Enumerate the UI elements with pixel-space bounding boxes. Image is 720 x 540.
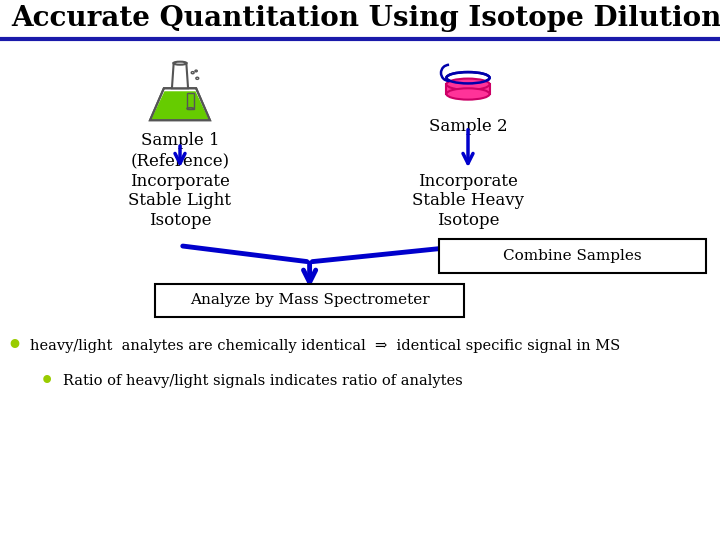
- FancyBboxPatch shape: [439, 239, 706, 273]
- Polygon shape: [187, 93, 194, 109]
- Text: Sample 2: Sample 2: [428, 118, 508, 134]
- Polygon shape: [150, 88, 210, 120]
- Text: •: •: [40, 370, 54, 391]
- Text: Ratio of heavy/light signals indicates ratio of analytes: Ratio of heavy/light signals indicates r…: [63, 374, 463, 388]
- Text: heavy/light  analytes are chemically identical  ⇒  identical specific signal in : heavy/light analytes are chemically iden…: [30, 339, 621, 353]
- Polygon shape: [151, 91, 209, 119]
- Ellipse shape: [174, 62, 186, 65]
- Ellipse shape: [446, 88, 490, 100]
- Ellipse shape: [446, 78, 490, 90]
- Text: Analyze by Mass Spectrometer: Analyze by Mass Spectrometer: [190, 293, 429, 307]
- Ellipse shape: [446, 72, 490, 84]
- Text: Accurate Quantitation Using Isotope Dilution: Accurate Quantitation Using Isotope Dilu…: [11, 5, 720, 32]
- Text: Sample 1
(Reference): Sample 1 (Reference): [130, 132, 230, 169]
- Polygon shape: [446, 84, 490, 94]
- Text: Combine Samples: Combine Samples: [503, 249, 642, 263]
- Polygon shape: [172, 63, 188, 88]
- FancyBboxPatch shape: [155, 284, 464, 317]
- Text: •: •: [6, 334, 22, 357]
- Ellipse shape: [187, 107, 194, 110]
- Text: Incorporate
Stable Heavy
Isotope: Incorporate Stable Heavy Isotope: [412, 173, 524, 229]
- Text: Incorporate
Stable Light
Isotope: Incorporate Stable Light Isotope: [128, 173, 232, 229]
